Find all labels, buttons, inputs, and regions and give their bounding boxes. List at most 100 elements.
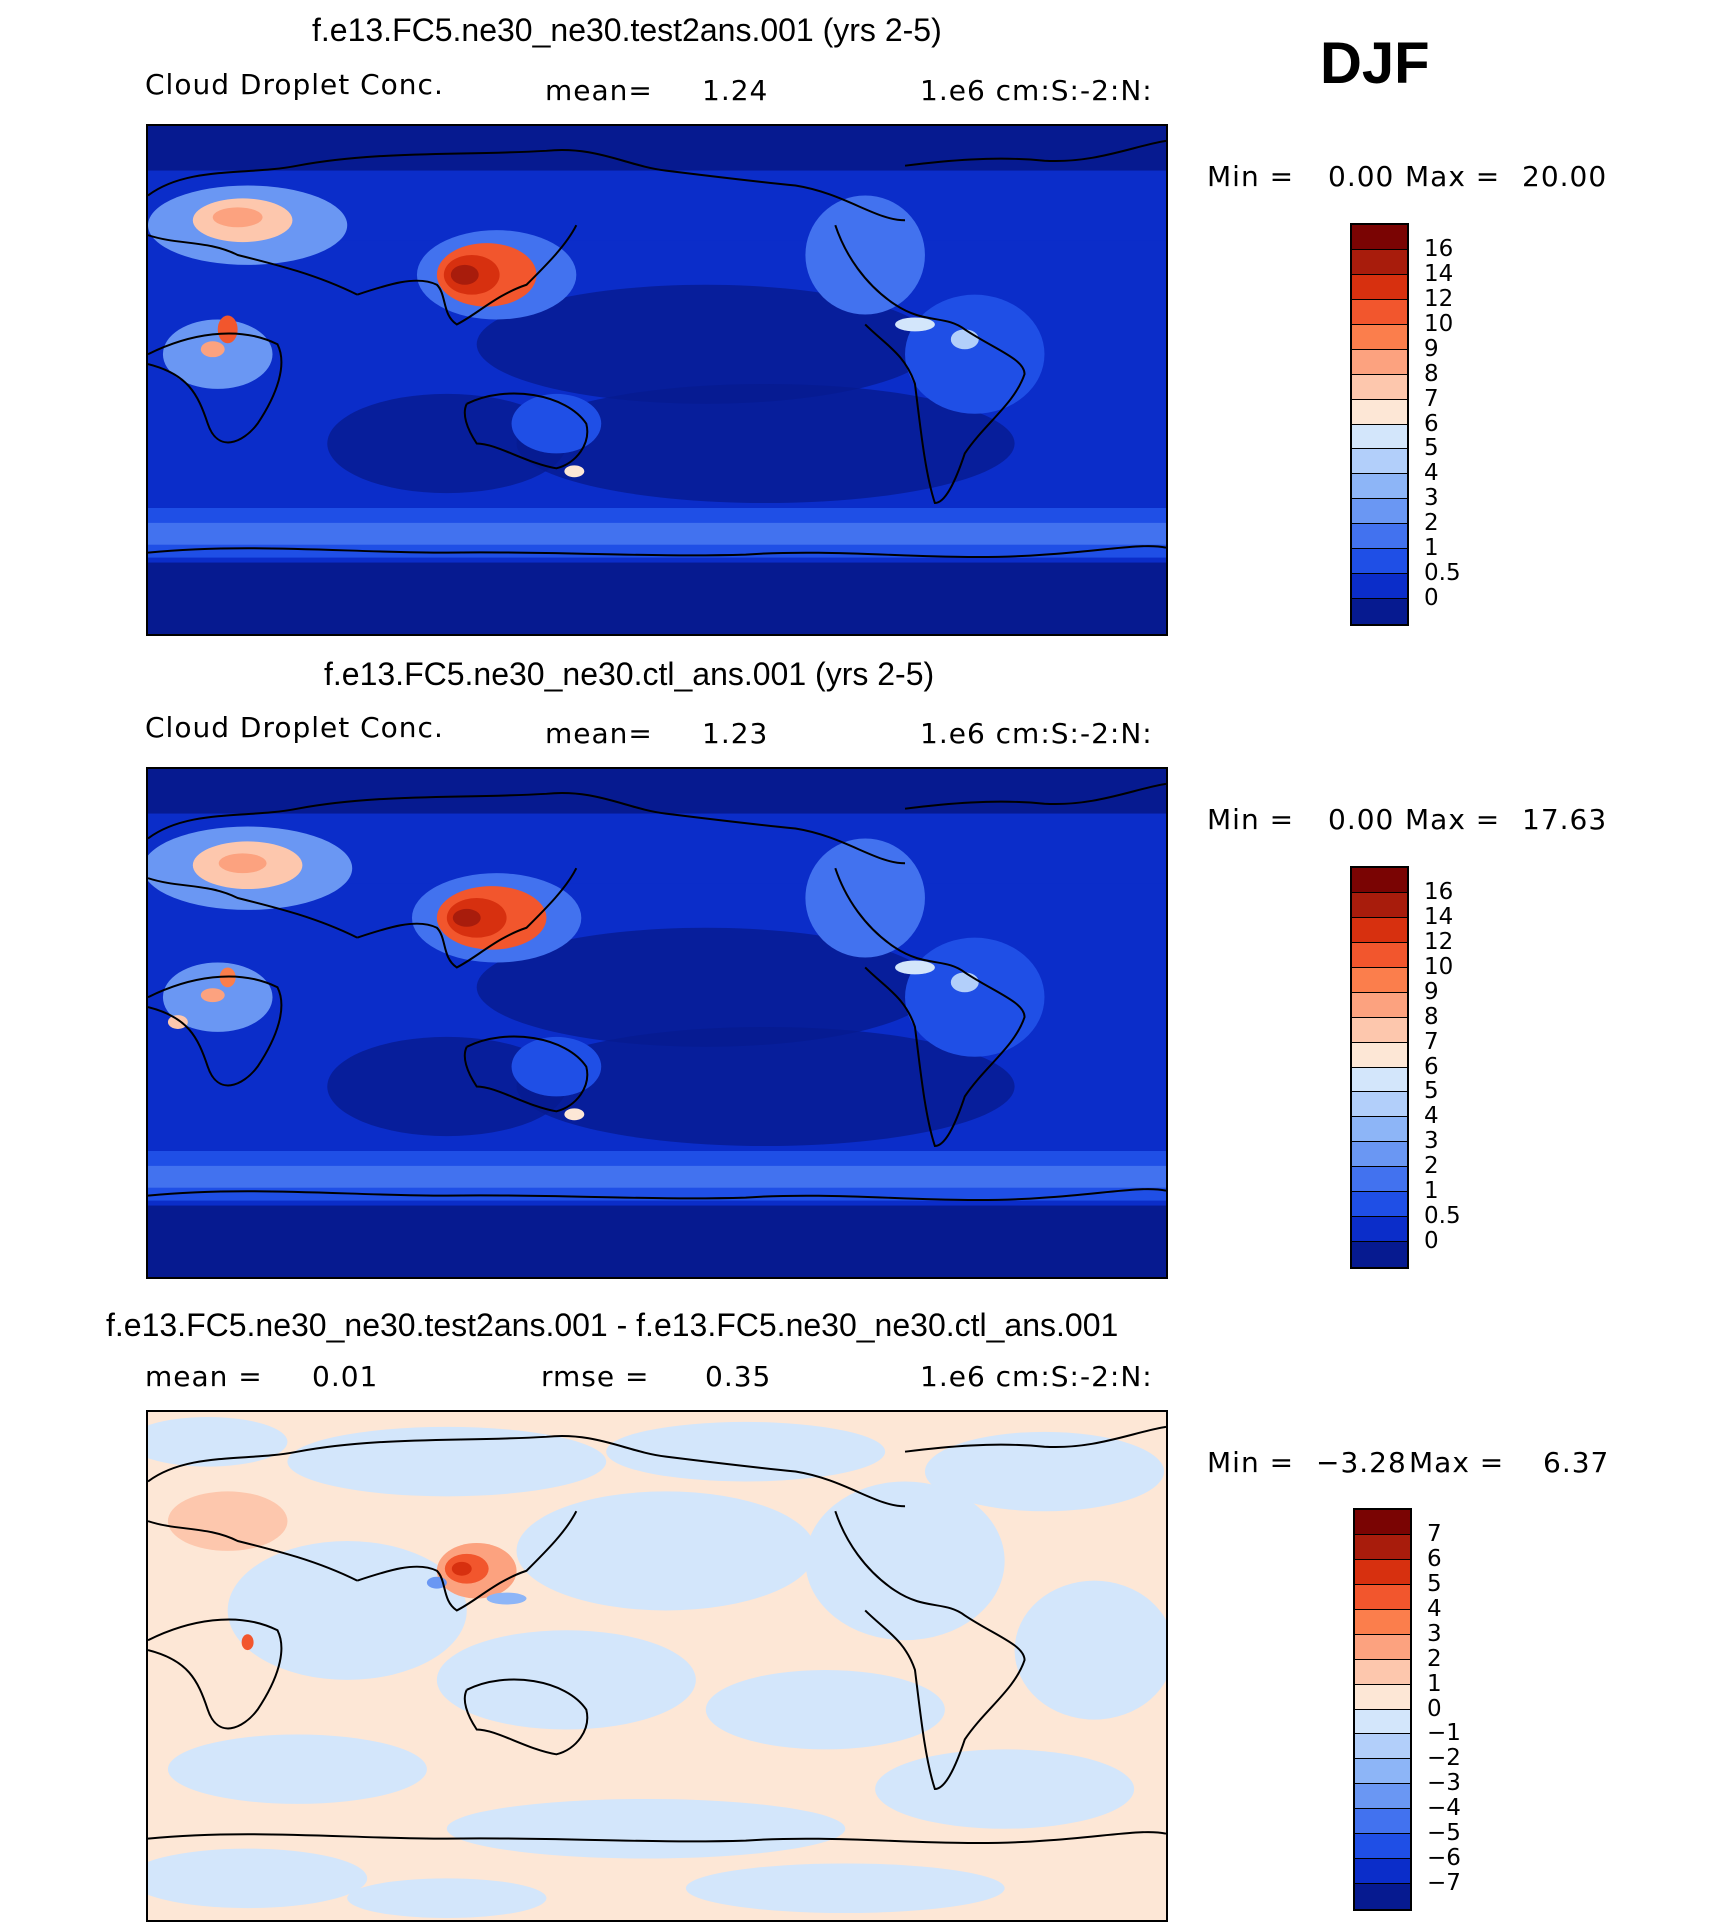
colorbar-tick-label: 7: [1424, 1028, 1439, 1055]
colorbar-segment: [1355, 1709, 1410, 1735]
colorbar-tick-label: −2: [1427, 1745, 1461, 1772]
colorbar-tick-label: 12: [1424, 928, 1454, 955]
colorbar-tick-label: 2: [1427, 1645, 1442, 1672]
colorbar-tick-label: 14: [1424, 260, 1454, 287]
colorbar-tick-label: 9: [1424, 978, 1439, 1005]
panel1-units: 1.e6 cm:S:-2:N:: [920, 74, 1153, 107]
panel1-max-label: Max =: [1405, 160, 1501, 193]
colorbar-segment: [1355, 1734, 1410, 1760]
colorbar-segment: [1352, 424, 1407, 450]
panel1-min-value: 0.00: [1328, 160, 1395, 193]
colorbar-segment: [1352, 374, 1407, 400]
colorbar-tick-label: 0.5: [1424, 560, 1461, 587]
panel2-units: 1.e6 cm:S:-2:N:: [920, 717, 1153, 750]
colorbar-segment: [1355, 1759, 1410, 1785]
panel3-mean-value: 0.01: [312, 1360, 379, 1393]
colorbar-tick-label: 3: [1427, 1620, 1442, 1647]
panel3-rmse-label: rmse =: [541, 1360, 650, 1393]
colorbar-tick-label: 0: [1424, 1228, 1439, 1255]
colorbar-segment: [1352, 474, 1407, 500]
colorbar-segment: [1352, 992, 1407, 1018]
colorbar-segment: [1352, 299, 1407, 325]
panel3-min-value: −3.28: [1316, 1446, 1407, 1479]
colorbar-segment: [1352, 1142, 1407, 1168]
colorbar-tick-label: 1: [1424, 535, 1439, 562]
colorbar-segment: [1352, 942, 1407, 968]
colorbar-segment: [1355, 1809, 1410, 1835]
panel2-max-label: Max =: [1405, 803, 1501, 836]
colorbar-tick-label: 2: [1424, 510, 1439, 537]
colorbar-tick-label: 10: [1424, 953, 1454, 980]
panel1-variable-label: Cloud Droplet Conc.: [145, 68, 444, 101]
panel1-min-label: Min =: [1207, 160, 1295, 193]
colorbar-tick-label: 6: [1427, 1545, 1442, 1572]
panel1-max-value: 20.00: [1522, 160, 1608, 193]
colorbar-tick-label: 4: [1427, 1595, 1442, 1622]
colorbar-segment: [1355, 1609, 1410, 1635]
colorbar-tick-label: 8: [1424, 360, 1439, 387]
colorbar-tick-label: −7: [1427, 1870, 1461, 1897]
panel3-title: f.e13.FC5.ne30_ne30.test2ans.001 - f.e13…: [106, 1307, 1119, 1343]
colorbar-segment: [1352, 892, 1407, 918]
colorbar-tick-label: −4: [1427, 1795, 1461, 1822]
colorbar-segment: [1355, 1634, 1410, 1660]
colorbar-tick-label: 12: [1424, 285, 1454, 312]
colorbar-tick-label: −3: [1427, 1770, 1461, 1797]
panel2-variable-label: Cloud Droplet Conc.: [145, 711, 444, 744]
panel2-max-value: 17.63: [1522, 803, 1608, 836]
colorbar-tick-label: 5: [1427, 1570, 1442, 1597]
panel2-min-label: Min =: [1207, 803, 1295, 836]
colorbar-segment: [1355, 1534, 1410, 1560]
colorbar-segment: [1355, 1559, 1410, 1585]
panel2-map: [146, 767, 1168, 1279]
panel3-mean-label: mean =: [145, 1360, 263, 1393]
panel1-title: f.e13.FC5.ne30_ne30.test2ans.001 (yrs 2-…: [312, 12, 942, 48]
colorbar-segment: [1352, 324, 1407, 350]
panel2-mean-label: mean=: [545, 717, 653, 750]
panel3-max-label: Max =: [1409, 1446, 1505, 1479]
colorbar-tick-label: 0: [1427, 1695, 1442, 1722]
colorbar-segment: [1352, 399, 1407, 425]
colorbar-tick-label: 7: [1424, 385, 1439, 412]
panel2-colorbar: [1350, 866, 1409, 1269]
colorbar-tick-label: 8: [1424, 1003, 1439, 1030]
panel1-colorbar: [1350, 223, 1409, 626]
colorbar-segment: [1352, 449, 1407, 475]
colorbar-tick-label: 3: [1424, 1128, 1439, 1155]
colorbar-tick-label: 3: [1424, 485, 1439, 512]
season-label: DJF: [1320, 31, 1430, 96]
colorbar-tick-label: 14: [1424, 903, 1454, 930]
colorbar-tick-label: 4: [1424, 460, 1439, 487]
colorbar-segment: [1355, 1659, 1410, 1685]
colorbar-tick-label: 5: [1424, 435, 1439, 462]
colorbar-segment: [1352, 868, 1407, 893]
colorbar-tick-label: 4: [1424, 1103, 1439, 1130]
colorbar-tick-label: 6: [1424, 410, 1439, 437]
colorbar-tick-label: 5: [1424, 1078, 1439, 1105]
panel1-map: [146, 124, 1168, 636]
colorbar-segment: [1352, 1217, 1407, 1243]
colorbar-segment: [1352, 549, 1407, 575]
colorbar-segment: [1352, 1192, 1407, 1218]
panel2-title: f.e13.FC5.ne30_ne30.ctl_ans.001 (yrs 2-5…: [324, 656, 935, 692]
colorbar-segment: [1352, 574, 1407, 600]
colorbar-segment: [1355, 1584, 1410, 1610]
colorbar-segment: [1355, 1884, 1410, 1909]
colorbar-tick-label: 9: [1424, 335, 1439, 362]
colorbar-segment: [1352, 917, 1407, 943]
colorbar-segment: [1352, 1117, 1407, 1143]
colorbar-segment: [1352, 599, 1407, 624]
colorbar-tick-label: 1: [1427, 1670, 1442, 1697]
panel3-map: [146, 1410, 1168, 1922]
panel3-min-label: Min =: [1207, 1446, 1295, 1479]
colorbar-segment: [1352, 225, 1407, 250]
colorbar-segment: [1355, 1784, 1410, 1810]
colorbar-segment: [1352, 349, 1407, 375]
panel1-mean-value: 1.24: [702, 74, 769, 107]
colorbar-tick-label: 16: [1424, 878, 1454, 905]
colorbar-segment: [1352, 274, 1407, 300]
colorbar-segment: [1355, 1834, 1410, 1860]
panel1-mean-label: mean=: [545, 74, 653, 107]
colorbar-tick-label: 2: [1424, 1153, 1439, 1180]
colorbar-segment: [1355, 1859, 1410, 1885]
